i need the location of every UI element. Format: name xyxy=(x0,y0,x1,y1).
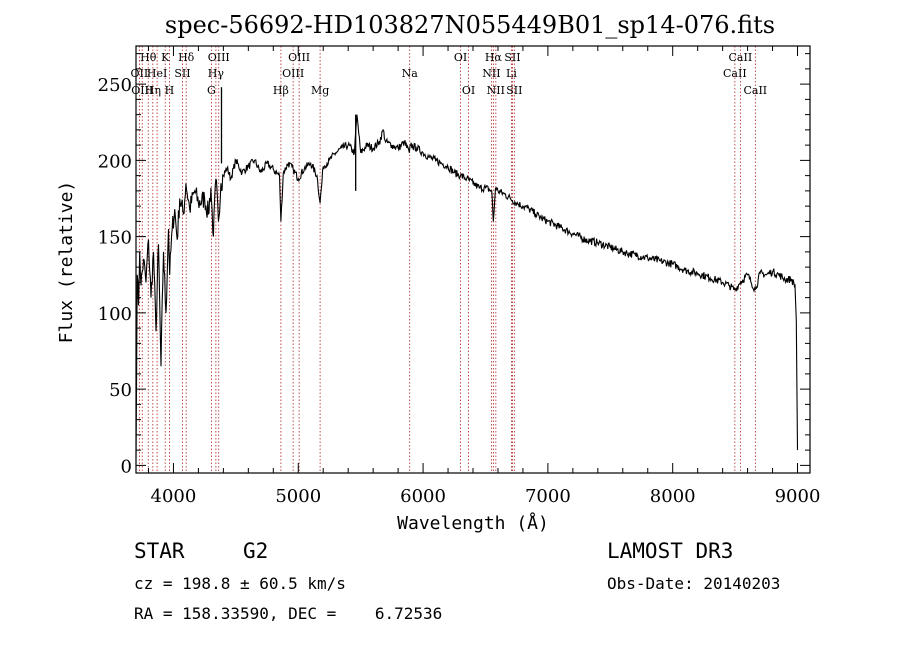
line-label-12: Hβ xyxy=(273,84,289,97)
line-label-17: OI xyxy=(454,51,467,64)
line-label-26: CaII xyxy=(729,51,753,64)
line-label-16: Na xyxy=(402,67,419,80)
x-axis-ticks: 4000 5000 6000 7000 8000 9000 xyxy=(147,46,821,507)
line-label-19: NII xyxy=(482,67,500,80)
x-tick-label-1: 5000 xyxy=(275,486,321,507)
object-subclass: G2 xyxy=(243,539,269,563)
line-label-10: Hγ xyxy=(208,67,225,80)
x-tick-label-0: 4000 xyxy=(151,486,197,507)
x-tick-label-4: 8000 xyxy=(650,486,696,507)
line-label-24: SII xyxy=(506,84,522,97)
line-label-11: OIII xyxy=(208,51,230,64)
line-label-7: SII xyxy=(174,67,190,80)
y-tick-label-4: 200 xyxy=(98,151,132,172)
line-label-6: H xyxy=(165,84,175,97)
y-axis-label: Flux (relative) xyxy=(56,181,77,344)
line-label-20: Hα xyxy=(485,51,503,64)
y-tick-label-2: 100 xyxy=(98,304,132,325)
line-label-1: OIII xyxy=(131,84,153,97)
line-label-13: OIII xyxy=(282,67,304,80)
spectrum-spikes xyxy=(220,87,357,191)
line-label-22: Li xyxy=(506,67,517,80)
y-tick-label-1: 50 xyxy=(109,380,132,401)
line-label-23: SII xyxy=(504,51,520,64)
y-tick-label-0: 0 xyxy=(121,456,132,477)
line-label-9: G xyxy=(207,84,216,97)
line-label-4: HeI xyxy=(147,67,167,80)
line-label-25: CaII xyxy=(723,67,747,80)
x-axis-label: Wavelength (Å) xyxy=(397,512,549,534)
object-class: STAR xyxy=(134,539,185,563)
line-label-14: OIII xyxy=(288,51,310,64)
line-label-21: NII xyxy=(487,84,505,97)
line-label-15: Mg xyxy=(311,84,329,97)
line-label-8: Hδ xyxy=(178,51,195,64)
line-label-2: Hθ xyxy=(140,51,157,64)
x-tick-label-5: 9000 xyxy=(775,486,821,507)
line-markers xyxy=(138,46,756,473)
line-label-5: K xyxy=(161,51,170,64)
redshift-velocity: cz = 198.8 ± 60.5 km/s xyxy=(134,574,346,593)
coordinates: RA = 158.33590, DEC = 6.72536 xyxy=(134,604,443,623)
spectrum-series xyxy=(135,114,799,458)
survey-name: LAMOST DR3 xyxy=(607,539,734,563)
plot-frame xyxy=(135,45,811,474)
x-tick-label-3: 7000 xyxy=(525,486,571,507)
chart-title: spec-56692-HD103827N055449B01_sp14-076.f… xyxy=(165,11,775,39)
line-label-27: CaII xyxy=(743,84,767,97)
line-label-18: OI xyxy=(462,84,475,97)
y-tick-label-5: 250 xyxy=(98,75,132,96)
y-tick-label-3: 150 xyxy=(98,228,132,249)
line-label-3: Hη xyxy=(145,84,161,97)
line-labels: OII OIII Hθ Hη HeI K H SII Hδ G Hγ OIII Hβ OIII OIII Mg… xyxy=(131,51,768,97)
line-label-0: OII xyxy=(131,67,149,80)
y-axis-ticks: 0 50 100 150 200 250 xyxy=(98,53,810,477)
x-tick-label-2: 6000 xyxy=(400,486,446,507)
observation-date: Obs-Date: 20140203 xyxy=(607,574,781,593)
